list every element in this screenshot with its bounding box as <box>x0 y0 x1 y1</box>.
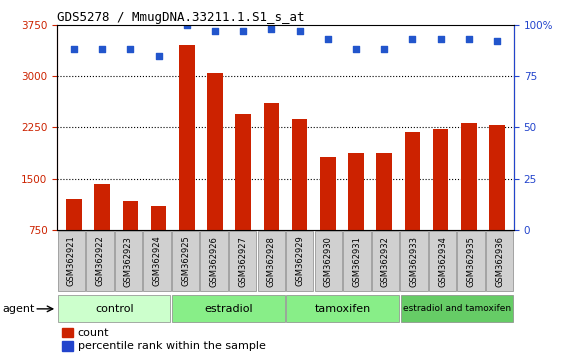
Text: agent: agent <box>3 304 35 314</box>
Text: GSM362922: GSM362922 <box>95 236 104 286</box>
Text: GSM362927: GSM362927 <box>238 236 247 286</box>
Point <box>436 36 445 42</box>
Text: GSM362928: GSM362928 <box>267 236 276 286</box>
FancyBboxPatch shape <box>372 232 399 291</box>
Text: GSM362930: GSM362930 <box>324 236 333 286</box>
Bar <box>292 119 307 230</box>
Bar <box>62 328 73 337</box>
Point <box>323 36 332 42</box>
FancyBboxPatch shape <box>457 232 485 291</box>
Bar <box>66 199 82 230</box>
Bar <box>461 122 477 230</box>
FancyBboxPatch shape <box>343 232 371 291</box>
Text: estradiol and tamoxifen: estradiol and tamoxifen <box>403 304 511 313</box>
FancyBboxPatch shape <box>172 295 285 322</box>
Text: GSM362936: GSM362936 <box>495 235 504 287</box>
Bar <box>62 341 73 351</box>
Point <box>126 47 135 52</box>
FancyBboxPatch shape <box>115 232 142 291</box>
FancyBboxPatch shape <box>400 232 428 291</box>
Bar <box>123 201 138 230</box>
Point <box>182 22 191 28</box>
Bar <box>235 114 251 230</box>
Point <box>239 28 248 34</box>
Text: GSM362923: GSM362923 <box>124 236 133 286</box>
Bar <box>207 73 223 230</box>
FancyBboxPatch shape <box>486 232 513 291</box>
FancyBboxPatch shape <box>229 232 256 291</box>
Text: tamoxifen: tamoxifen <box>315 304 371 314</box>
Bar <box>179 45 195 230</box>
Bar <box>348 153 364 230</box>
Point <box>98 47 107 52</box>
Point <box>211 28 220 34</box>
Text: estradiol: estradiol <box>204 304 253 314</box>
Text: GSM362933: GSM362933 <box>409 235 419 287</box>
Text: GSM362925: GSM362925 <box>181 236 190 286</box>
FancyBboxPatch shape <box>286 295 399 322</box>
FancyBboxPatch shape <box>58 295 170 322</box>
Bar <box>489 125 505 230</box>
FancyBboxPatch shape <box>429 232 456 291</box>
Point <box>154 53 163 58</box>
Text: GDS5278 / MmugDNA.33211.1.S1_s_at: GDS5278 / MmugDNA.33211.1.S1_s_at <box>57 11 304 24</box>
Bar <box>405 132 420 230</box>
FancyBboxPatch shape <box>172 232 199 291</box>
Point <box>295 28 304 34</box>
Text: count: count <box>78 328 109 338</box>
Text: GSM362931: GSM362931 <box>352 236 361 286</box>
Text: control: control <box>95 304 134 314</box>
Bar <box>320 157 336 230</box>
FancyBboxPatch shape <box>200 232 228 291</box>
Bar <box>376 153 392 230</box>
Point <box>408 36 417 42</box>
FancyBboxPatch shape <box>86 232 114 291</box>
Bar <box>94 184 110 230</box>
Text: percentile rank within the sample: percentile rank within the sample <box>78 341 266 351</box>
Point <box>464 36 473 42</box>
FancyBboxPatch shape <box>143 232 171 291</box>
Point <box>492 38 501 44</box>
FancyBboxPatch shape <box>286 232 313 291</box>
Text: GSM362924: GSM362924 <box>152 236 162 286</box>
FancyBboxPatch shape <box>258 232 285 291</box>
FancyBboxPatch shape <box>400 295 513 322</box>
Point <box>380 47 389 52</box>
FancyBboxPatch shape <box>58 232 85 291</box>
Bar <box>151 206 166 230</box>
FancyBboxPatch shape <box>315 232 342 291</box>
Text: GSM362926: GSM362926 <box>210 236 219 286</box>
Text: GSM362932: GSM362932 <box>381 236 390 286</box>
Bar <box>264 103 279 230</box>
Text: GSM362921: GSM362921 <box>67 236 76 286</box>
Point <box>267 26 276 32</box>
Point <box>351 47 360 52</box>
Text: GSM362929: GSM362929 <box>295 236 304 286</box>
Bar <box>433 129 448 230</box>
Text: GSM362934: GSM362934 <box>438 236 447 286</box>
Point <box>70 47 79 52</box>
Text: GSM362935: GSM362935 <box>467 236 476 286</box>
